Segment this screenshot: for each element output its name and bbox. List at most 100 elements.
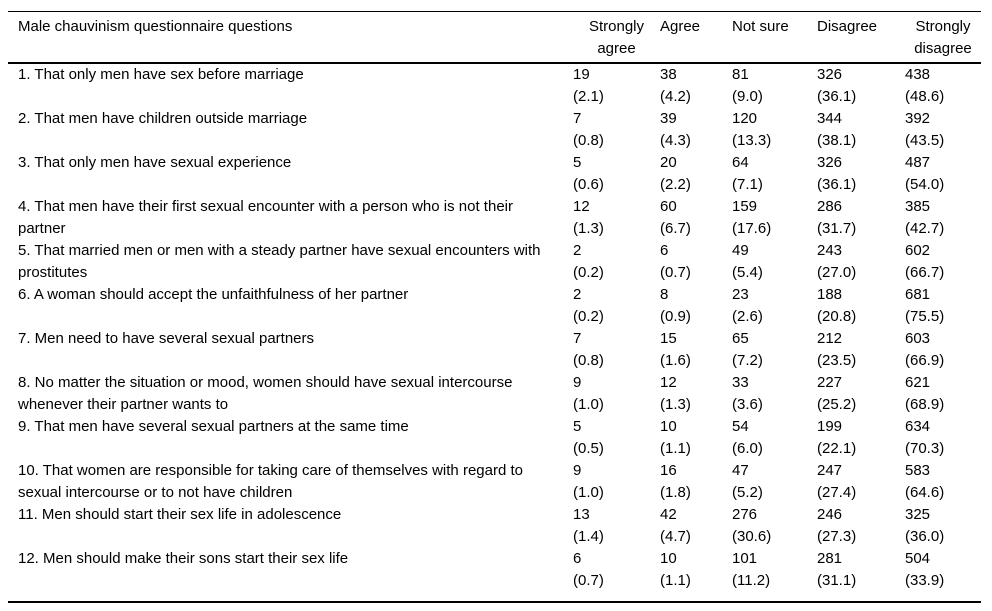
count-value: 39 xyxy=(660,110,677,127)
percent-value: (1.4) xyxy=(573,528,604,545)
table-row: 10. That women are responsible for takin… xyxy=(8,460,981,504)
table-row: 12. Men should make their sons start the… xyxy=(8,548,981,602)
table-row: 11. Men should start their sex life in a… xyxy=(8,504,981,548)
response-cell: 583 (64.6) xyxy=(905,460,981,504)
response-cell: 7 (0.8) xyxy=(573,328,660,372)
column-header-not-sure: Not sure xyxy=(732,11,817,64)
count-value: 504 xyxy=(905,550,931,567)
percent-value: (0.2) xyxy=(573,264,604,281)
response-cell: 16 (1.8) xyxy=(660,460,732,504)
count-value: 38 xyxy=(660,66,677,83)
percent-value: (36.1) xyxy=(817,176,857,193)
count-value: 325 xyxy=(905,506,931,523)
response-cell: 286 (31.7) xyxy=(817,196,905,240)
response-cell: 634 (70.3) xyxy=(905,416,981,460)
percent-value: (75.5) xyxy=(905,308,945,325)
response-cell: 38 (4.2) xyxy=(660,63,732,108)
response-cell: 602 (66.7) xyxy=(905,240,981,284)
count-value: 42 xyxy=(660,506,677,523)
percent-value: (1.3) xyxy=(573,220,604,237)
column-header-strongly-disagree: Strongly disagree xyxy=(905,11,981,64)
count-value: 344 xyxy=(817,110,843,127)
question-cell: 4. That men have their first sexual enco… xyxy=(18,198,513,237)
question-cell: 11. Men should start their sex life in a… xyxy=(18,506,342,523)
count-value: 199 xyxy=(817,418,843,435)
count-value: 64 xyxy=(732,154,749,171)
question-cell: 9. That men have several sexual partners… xyxy=(18,418,409,435)
percent-value: (4.7) xyxy=(660,528,691,545)
percent-value: (1.0) xyxy=(573,484,604,501)
count-value: 23 xyxy=(732,286,749,303)
count-value: 12 xyxy=(660,374,677,391)
question-cell: 5. That married men or men with a steady… xyxy=(18,242,541,281)
percent-value: (70.3) xyxy=(905,440,945,457)
count-value: 8 xyxy=(660,286,669,303)
response-cell: 12 (1.3) xyxy=(573,196,660,240)
count-value: 16 xyxy=(660,462,677,479)
response-cell: 681 (75.5) xyxy=(905,284,981,328)
count-value: 326 xyxy=(817,66,843,83)
response-cell: 5 (0.6) xyxy=(573,152,660,196)
percent-value: (54.0) xyxy=(905,176,945,193)
table-row: 8. No matter the situation or mood, wome… xyxy=(8,372,981,416)
table-row: 4. That men have their first sexual enco… xyxy=(8,196,981,240)
percent-value: (25.2) xyxy=(817,396,857,413)
response-cell: 2 (0.2) xyxy=(573,240,660,284)
response-cell: 60 (6.7) xyxy=(660,196,732,240)
response-cell: 9 (1.0) xyxy=(573,372,660,416)
percent-value: (23.5) xyxy=(817,352,857,369)
percent-value: (6.7) xyxy=(660,220,691,237)
response-cell: 438 (48.6) xyxy=(905,63,981,108)
questionnaire-table: Male chauvinism questionnaire questions … xyxy=(8,11,981,603)
column-header-questions-label: Male chauvinism questionnaire questions xyxy=(18,18,293,35)
count-value: 7 xyxy=(573,330,582,347)
table-row: 9. That men have several sexual partners… xyxy=(8,416,981,460)
response-cell: 326 (36.1) xyxy=(817,152,905,196)
percent-value: (0.8) xyxy=(573,352,604,369)
count-value: 81 xyxy=(732,66,749,83)
percent-value: (5.2) xyxy=(732,484,763,501)
response-cell: 385 (42.7) xyxy=(905,196,981,240)
percent-value: (33.9) xyxy=(905,572,945,589)
column-header-questions: Male chauvinism questionnaire questions xyxy=(8,11,573,64)
response-cell: 276 (30.6) xyxy=(732,504,817,548)
count-value: 6 xyxy=(660,242,669,259)
percent-value: (7.1) xyxy=(732,176,763,193)
percent-value: (48.6) xyxy=(905,88,945,105)
response-cell: 159 (17.6) xyxy=(732,196,817,240)
percent-value: (4.3) xyxy=(660,132,691,149)
response-cell: 10 (1.1) xyxy=(660,416,732,460)
count-value: 188 xyxy=(817,286,843,303)
count-value: 212 xyxy=(817,330,843,347)
response-cell: 487 (54.0) xyxy=(905,152,981,196)
count-value: 47 xyxy=(732,462,749,479)
count-value: 5 xyxy=(573,154,582,171)
response-cell: 20 (2.2) xyxy=(660,152,732,196)
count-value: 326 xyxy=(817,154,843,171)
percent-value: (30.6) xyxy=(732,528,772,545)
column-header-strongly-agree-label: Strongly agree xyxy=(588,18,645,57)
percent-value: (1.1) xyxy=(660,572,691,589)
percent-value: (64.6) xyxy=(905,484,945,501)
count-value: 634 xyxy=(905,418,931,435)
table-row: 3. That only men have sexual experience 5… xyxy=(8,152,981,196)
response-cell: 6 (0.7) xyxy=(660,240,732,284)
count-value: 6 xyxy=(573,550,582,567)
response-cell: 247 (27.4) xyxy=(817,460,905,504)
count-value: 65 xyxy=(732,330,749,347)
response-cell: 54 (6.0) xyxy=(732,416,817,460)
count-value: 247 xyxy=(817,462,843,479)
percent-value: (9.0) xyxy=(732,88,763,105)
count-value: 385 xyxy=(905,198,931,215)
percent-value: (3.6) xyxy=(732,396,763,413)
count-value: 7 xyxy=(573,110,582,127)
response-cell: 81 (9.0) xyxy=(732,63,817,108)
column-header-strongly-disagree-label: Strongly disagree xyxy=(914,18,972,57)
column-header-agree: Agree xyxy=(660,11,732,64)
count-value: 10 xyxy=(660,418,677,435)
response-cell: 65 (7.2) xyxy=(732,328,817,372)
response-cell: 212 (23.5) xyxy=(817,328,905,372)
response-cell: 13 (1.4) xyxy=(573,504,660,548)
response-cell: 188 (20.8) xyxy=(817,284,905,328)
count-value: 276 xyxy=(732,506,758,523)
